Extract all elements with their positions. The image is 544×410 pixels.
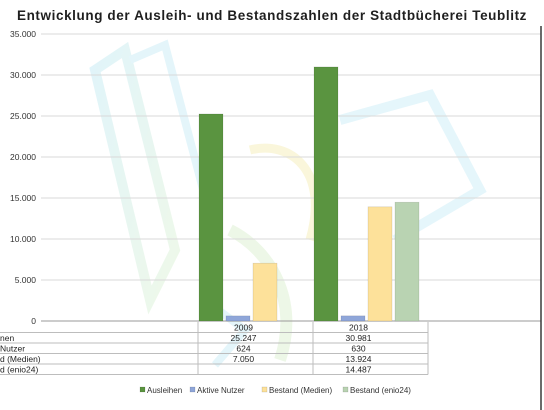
legend-label: Aktive Nutzer	[197, 386, 245, 395]
y-tick-label: 10.000	[10, 234, 36, 244]
y-tick-label: 5.000	[15, 275, 37, 285]
watermark-logo	[89, 39, 487, 368]
y-tick-label: 15.000	[10, 193, 36, 203]
bar	[367, 206, 393, 322]
y-tick-label: 30.000	[10, 70, 36, 80]
y-axis: 0 5.000 10.000 15.000 20.000 25.000 30.000 35.0…	[10, 29, 36, 326]
table-row-label: d (enio24)	[0, 365, 38, 375]
legend-swatch	[139, 386, 146, 393]
table-row-label: Nutzer	[0, 344, 25, 354]
legend-label: Bestand (enio24)	[350, 386, 411, 395]
table-cell: 13.924	[346, 354, 372, 364]
table-cell: 30.981	[346, 333, 372, 343]
category-label: 2018	[349, 323, 368, 333]
table-cell: 14.487	[346, 365, 372, 375]
legend-swatch	[342, 386, 349, 393]
legend-label: Bestand (Medien)	[269, 386, 332, 395]
y-tick-label: 25.000	[10, 111, 36, 121]
table-cell: 25.247	[231, 333, 257, 343]
data-table: 2009 2018 nen 25.247 30.981 Nutzer 624 630 d (Me…	[0, 322, 429, 375]
legend: Ausleihen Aktive Nutzer Bestand (Medien) Be…	[139, 386, 411, 395]
chart-title: Entwicklung der Ausleih- und Bestandszah…	[17, 8, 527, 23]
bar	[198, 113, 224, 322]
legend-swatch	[261, 386, 268, 393]
table-row-label: nen	[0, 333, 14, 343]
bar	[252, 262, 278, 322]
bar	[394, 201, 420, 322]
bar	[313, 66, 339, 322]
y-tick-label: 20.000	[10, 152, 36, 162]
legend-label: Ausleihen	[147, 386, 182, 395]
legend-swatch	[189, 386, 196, 393]
y-tick-label: 35.000	[10, 29, 36, 39]
bar	[225, 315, 251, 322]
bar	[340, 315, 366, 322]
table-cell: 630	[351, 344, 365, 354]
table-cell: 7.050	[233, 354, 255, 364]
table-row-label: d (Medien)	[0, 354, 41, 364]
bars	[198, 66, 420, 322]
grid-lines	[41, 33, 541, 322]
y-tick-label: 0	[31, 316, 36, 326]
table-cell: 624	[236, 344, 250, 354]
category-label: 2009	[234, 323, 253, 333]
